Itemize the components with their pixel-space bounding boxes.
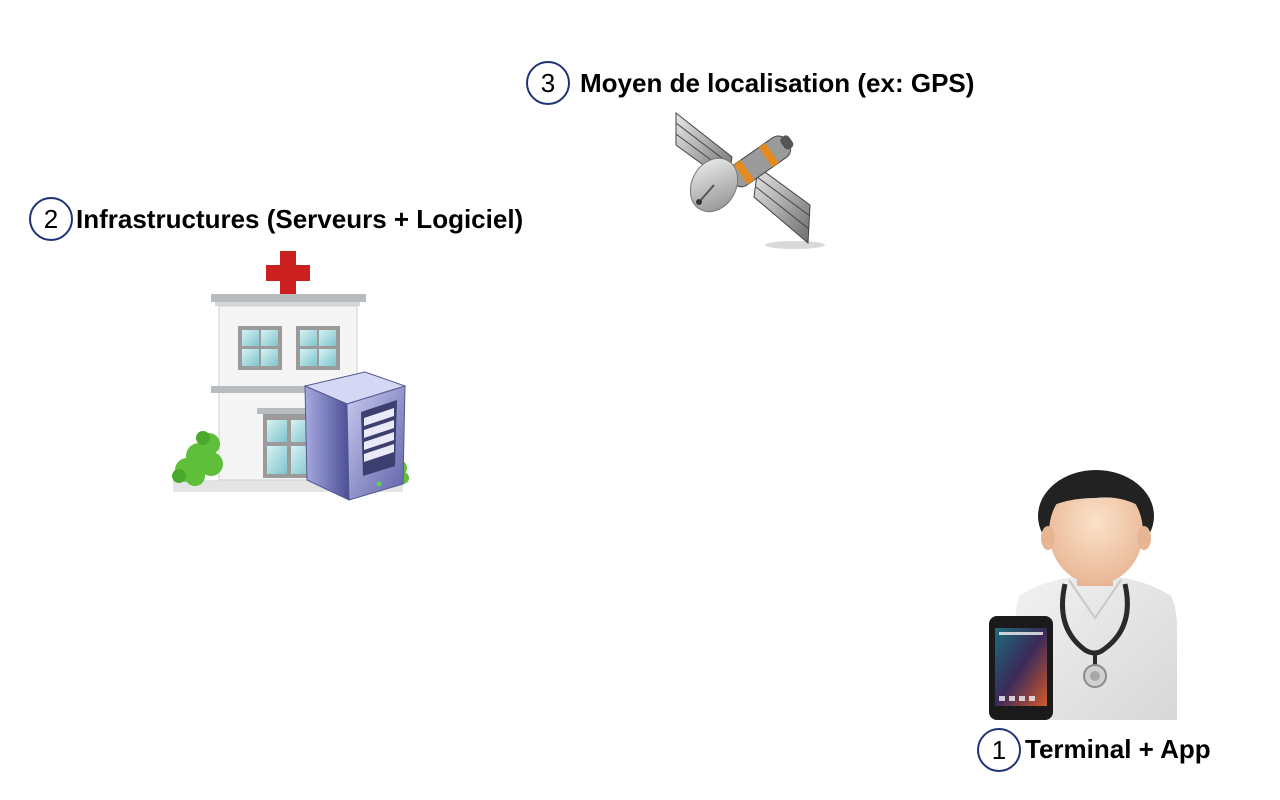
number-badge-1: 1 (977, 728, 1021, 772)
badge-number: 3 (540, 67, 556, 98)
satellite-icon (675, 111, 825, 249)
badge-number: 2 (43, 203, 59, 234)
terminal-label: Terminal + App (1025, 734, 1211, 764)
doctor-with-tablet-icon (989, 470, 1177, 720)
badge-number: 1 (991, 734, 1007, 765)
infrastructure-label: Infrastructures (Serveurs + Logiciel) (76, 204, 524, 234)
number-badge-3: 3 (526, 61, 570, 105)
satellite-label: Moyen de localisation (ex: GPS) (580, 68, 975, 98)
number-badge-2: 2 (29, 197, 73, 241)
hospital-server-icon (172, 251, 409, 501)
